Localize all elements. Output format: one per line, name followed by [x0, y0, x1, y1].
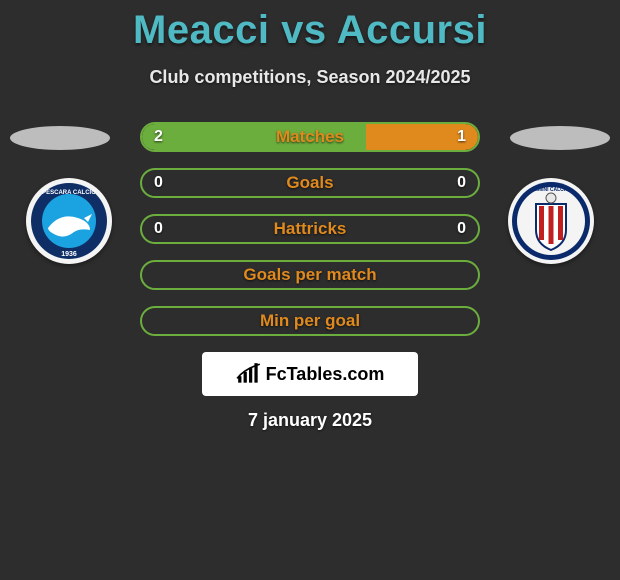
shadow-ellipse-left — [10, 126, 110, 150]
svg-text:RIMINI CALCIO: RIMINI CALCIO — [533, 187, 569, 193]
pescara-crest-icon: PESCARA CALCIO 1936 — [26, 178, 112, 264]
stat-label: Goals — [286, 173, 333, 193]
title-player-b: Accursi — [337, 8, 487, 52]
title-player-a: Meacci — [133, 8, 269, 52]
title-vs: vs — [281, 8, 327, 52]
stat-label: Goals per match — [243, 265, 376, 285]
stat-label: Min per goal — [260, 311, 360, 331]
team-crest-right: RIMINI CALCIO — [508, 178, 594, 264]
stat-row-hattricks: 0 0 Hattricks — [140, 214, 480, 244]
brand-text: FcTables.com — [266, 364, 385, 385]
stat-row-matches: 2 1 Matches — [140, 122, 480, 152]
stat-row-goals: 0 0 Goals — [140, 168, 480, 198]
page-title: Meacci vs Accursi — [0, 0, 620, 53]
rimini-crest-icon: RIMINI CALCIO — [508, 178, 594, 264]
subtitle: Club competitions, Season 2024/2025 — [0, 67, 620, 88]
stat-value-left: 0 — [154, 174, 163, 192]
stat-value-left: 0 — [154, 220, 163, 238]
stat-row-goals-per-match: Goals per match — [140, 260, 480, 290]
stat-label: Matches — [276, 127, 344, 147]
bar-chart-icon — [236, 363, 262, 385]
svg-text:PESCARA CALCIO: PESCARA CALCIO — [42, 190, 96, 196]
brand-badge: FcTables.com — [202, 352, 418, 396]
stat-label: Hattricks — [274, 219, 347, 239]
stat-value-right: 0 — [457, 220, 466, 238]
stats-rows: 2 1 Matches 0 0 Goals 0 0 Hattricks Goals per mat… — [140, 122, 480, 352]
stat-value-right: 0 — [457, 174, 466, 192]
stat-row-min-per-goal: Min per goal — [140, 306, 480, 336]
team-crest-left: PESCARA CALCIO 1936 — [26, 178, 112, 264]
stat-value-left: 2 — [154, 128, 163, 146]
stat-value-right: 1 — [457, 128, 466, 146]
date-text: 7 january 2025 — [0, 410, 620, 431]
shadow-ellipse-right — [510, 126, 610, 150]
svg-text:1936: 1936 — [61, 251, 77, 258]
